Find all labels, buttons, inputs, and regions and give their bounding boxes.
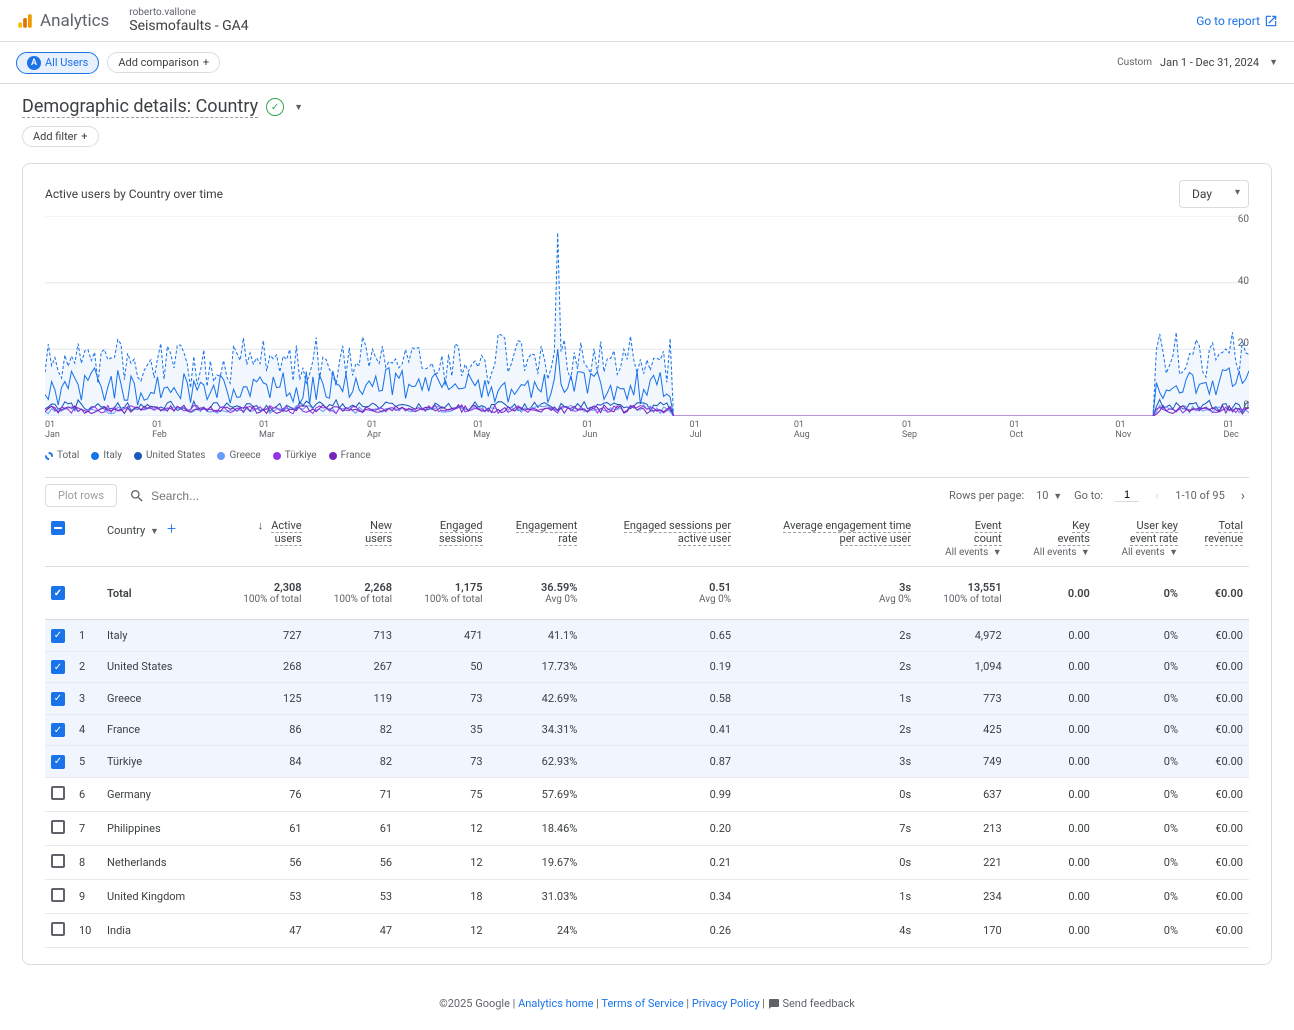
row-checkbox[interactable] [51,922,65,936]
app-header: Analytics roberto.vallone Seismofaults -… [0,0,1294,42]
country-cell[interactable]: United Kingdom [101,879,217,913]
prev-page-button[interactable]: ‹ [1151,488,1163,504]
country-cell[interactable]: India [101,913,217,947]
table-row[interactable]: ✓ 1 Italy 727713471 41.1%0.652s 4,9720.0… [45,620,1249,652]
country-cell[interactable]: Türkiye [101,746,217,778]
goto-page-input[interactable] [1115,489,1139,502]
sort-icon[interactable]: ↓ [258,519,264,532]
legend-item[interactable]: France [329,450,371,461]
country-cell[interactable]: Italy [101,620,217,652]
table-row[interactable]: ✓ 5 Türkiye 848273 62.93%0.873s 7490.000… [45,746,1249,778]
legend-item[interactable]: Italy [91,450,122,461]
legend-item[interactable]: United States [134,450,206,461]
chart-legend: Total Italy United States Greece Türkiye Fran… [45,450,1249,461]
table-row[interactable]: ✓ 3 Greece 12511973 42.69%0.581s 7730.00… [45,683,1249,715]
row-checkbox[interactable]: ✓ [51,755,65,769]
add-dimension-button[interactable]: + [167,519,176,538]
row-checkbox[interactable]: ✓ [51,629,65,643]
table-row[interactable]: 9 United Kingdom 535318 31.03%0.341s 234… [45,879,1249,913]
table-row[interactable]: 7 Philippines 616112 18.46%0.207s 2130.0… [45,811,1249,845]
analytics-logo-icon [16,12,34,30]
table-row[interactable]: 6 Germany 767175 57.69%0.990s 6370.000%€… [45,777,1249,811]
legend-item[interactable]: Total [45,450,79,461]
table-toolbar: Plot rows Rows per page: 10 ▼ Go to: ‹ 1… [45,477,1249,507]
report-card: Active users by Country over time Day 60… [22,163,1272,965]
page-range: 1-10 of 95 [1175,489,1225,502]
comparison-toolbar: A All Users Add comparison + Custom Jan … [0,42,1294,84]
table-row[interactable]: ✓ 2 United States 26826750 17.73%0.192s … [45,651,1249,683]
footer-link[interactable]: Privacy Policy [692,997,760,1010]
plot-rows-button[interactable]: Plot rows [45,484,117,507]
go-to-report-link[interactable]: Go to report [1196,14,1278,28]
add-filter-button[interactable]: Add filter + [22,126,99,147]
row-checkbox[interactable] [51,786,65,800]
legend-item[interactable]: Türkiye [273,450,317,461]
row-checkbox[interactable] [51,854,65,868]
x-axis-labels: 01Jan01Feb01Mar01Apr01May01Jun01Jul01Aug… [45,420,1249,440]
table-row[interactable]: 8 Netherlands 565612 19.67%0.210s 2210.0… [45,845,1249,879]
row-checkbox[interactable]: ✓ [51,692,65,706]
feedback-icon [768,998,780,1010]
property-selector[interactable]: roberto.vallone Seismofaults - GA4 [129,7,248,34]
select-all-checkbox[interactable] [51,521,65,535]
row-checkbox[interactable] [51,820,65,834]
account-name: roberto.vallone [129,7,248,18]
country-cell[interactable]: Germany [101,777,217,811]
rows-per-page-select[interactable]: 10 ▼ [1036,489,1062,502]
dimension-picker[interactable]: Country ▼ [107,524,159,537]
country-cell[interactable]: France [101,714,217,746]
country-cell[interactable]: Philippines [101,811,217,845]
time-series-chart: 60 40 20 0 [45,216,1249,416]
property-name: Seismofaults - GA4 [129,18,248,34]
plus-icon: + [81,130,87,143]
country-cell[interactable]: Netherlands [101,845,217,879]
product-name: Analytics [40,11,109,31]
granularity-select[interactable]: Day [1179,180,1249,208]
data-table: Country ▼ + ↓ Activeusers New users Enga… [45,511,1249,948]
send-feedback-button[interactable]: Send feedback [768,997,855,1010]
plus-icon: + [203,56,209,69]
table-row[interactable]: 10 India 474712 24%0.264s 1700.000%€0.00 [45,913,1249,947]
row-checkbox[interactable]: ✓ [51,586,65,600]
chevron-down-icon[interactable]: ▼ [294,102,303,113]
next-page-button[interactable]: › [1237,488,1249,504]
search-icon [129,488,145,504]
footer-link[interactable]: Terms of Service [601,997,683,1010]
footer: ©2025 Google | Analytics home | Terms of… [0,977,1294,1030]
logo: Analytics [16,11,109,31]
country-cell[interactable]: Greece [101,683,217,715]
chart-title: Active users by Country over time [45,187,223,201]
row-checkbox[interactable] [51,888,65,902]
row-checkbox[interactable]: ✓ [51,660,65,674]
chevron-down-icon: ▼ [1269,57,1278,68]
footer-link[interactable]: Analytics home [518,997,593,1010]
all-users-segment[interactable]: A All Users [16,52,99,74]
external-link-icon [1264,14,1278,28]
row-checkbox[interactable]: ✓ [51,723,65,737]
date-picker[interactable]: Custom Jan 1 - Dec 31, 2024 ▼ [1117,56,1278,69]
add-comparison-button[interactable]: Add comparison + [107,52,220,73]
legend-item[interactable]: Greece [217,450,260,461]
page-title: Demographic details: Country [22,96,258,118]
country-cell[interactable]: United States [101,651,217,683]
verified-icon: ✓ [266,98,284,116]
table-row[interactable]: ✓ 4 France 868235 34.31%0.412s 4250.000%… [45,714,1249,746]
search-input[interactable] [151,489,351,503]
